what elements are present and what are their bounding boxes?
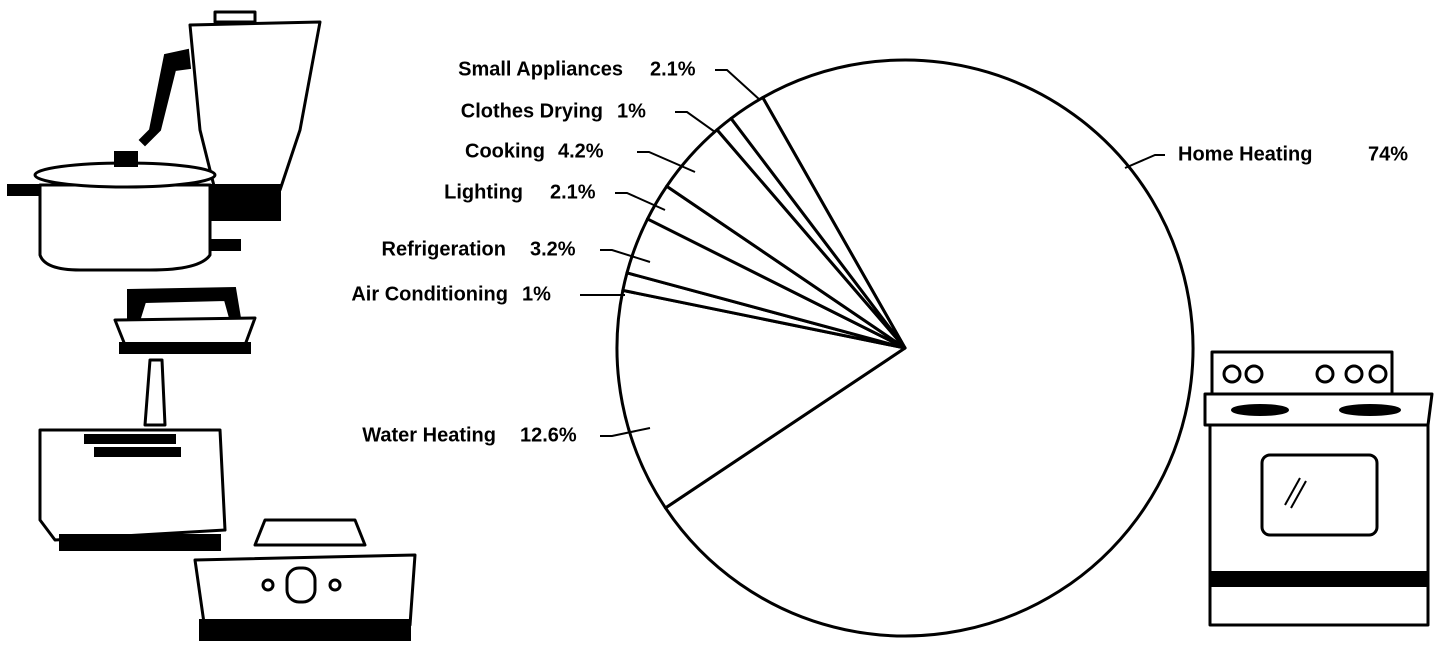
value-label: 2.1% bbox=[650, 58, 696, 80]
leader-line bbox=[675, 112, 715, 132]
leader-line bbox=[1125, 155, 1165, 168]
value-label: 74% bbox=[1368, 143, 1408, 165]
value-label: 3.2% bbox=[530, 238, 576, 260]
value-label: 12.6% bbox=[520, 424, 577, 446]
value-label: 1% bbox=[617, 100, 646, 122]
slice-label: Clothes Drying bbox=[461, 100, 603, 122]
slice-label: Small Appliances bbox=[458, 58, 623, 80]
pie bbox=[617, 60, 1193, 636]
slice-label: Lighting bbox=[444, 181, 523, 203]
chart: Home Heating 74% Water Heating 12.6% Air Con… bbox=[0, 0, 1442, 652]
slice-label: Refrigeration bbox=[382, 238, 506, 260]
value-label: 1% bbox=[522, 283, 551, 305]
value-label: 2.1% bbox=[550, 181, 596, 203]
slice-label: Home Heating bbox=[1178, 143, 1312, 165]
slice-label: Water Heating bbox=[362, 424, 496, 446]
leader-line bbox=[715, 70, 760, 100]
slice-label: Cooking bbox=[465, 140, 545, 162]
value-label: 4.2% bbox=[558, 140, 604, 162]
slice-label: Air Conditioning bbox=[351, 283, 508, 305]
